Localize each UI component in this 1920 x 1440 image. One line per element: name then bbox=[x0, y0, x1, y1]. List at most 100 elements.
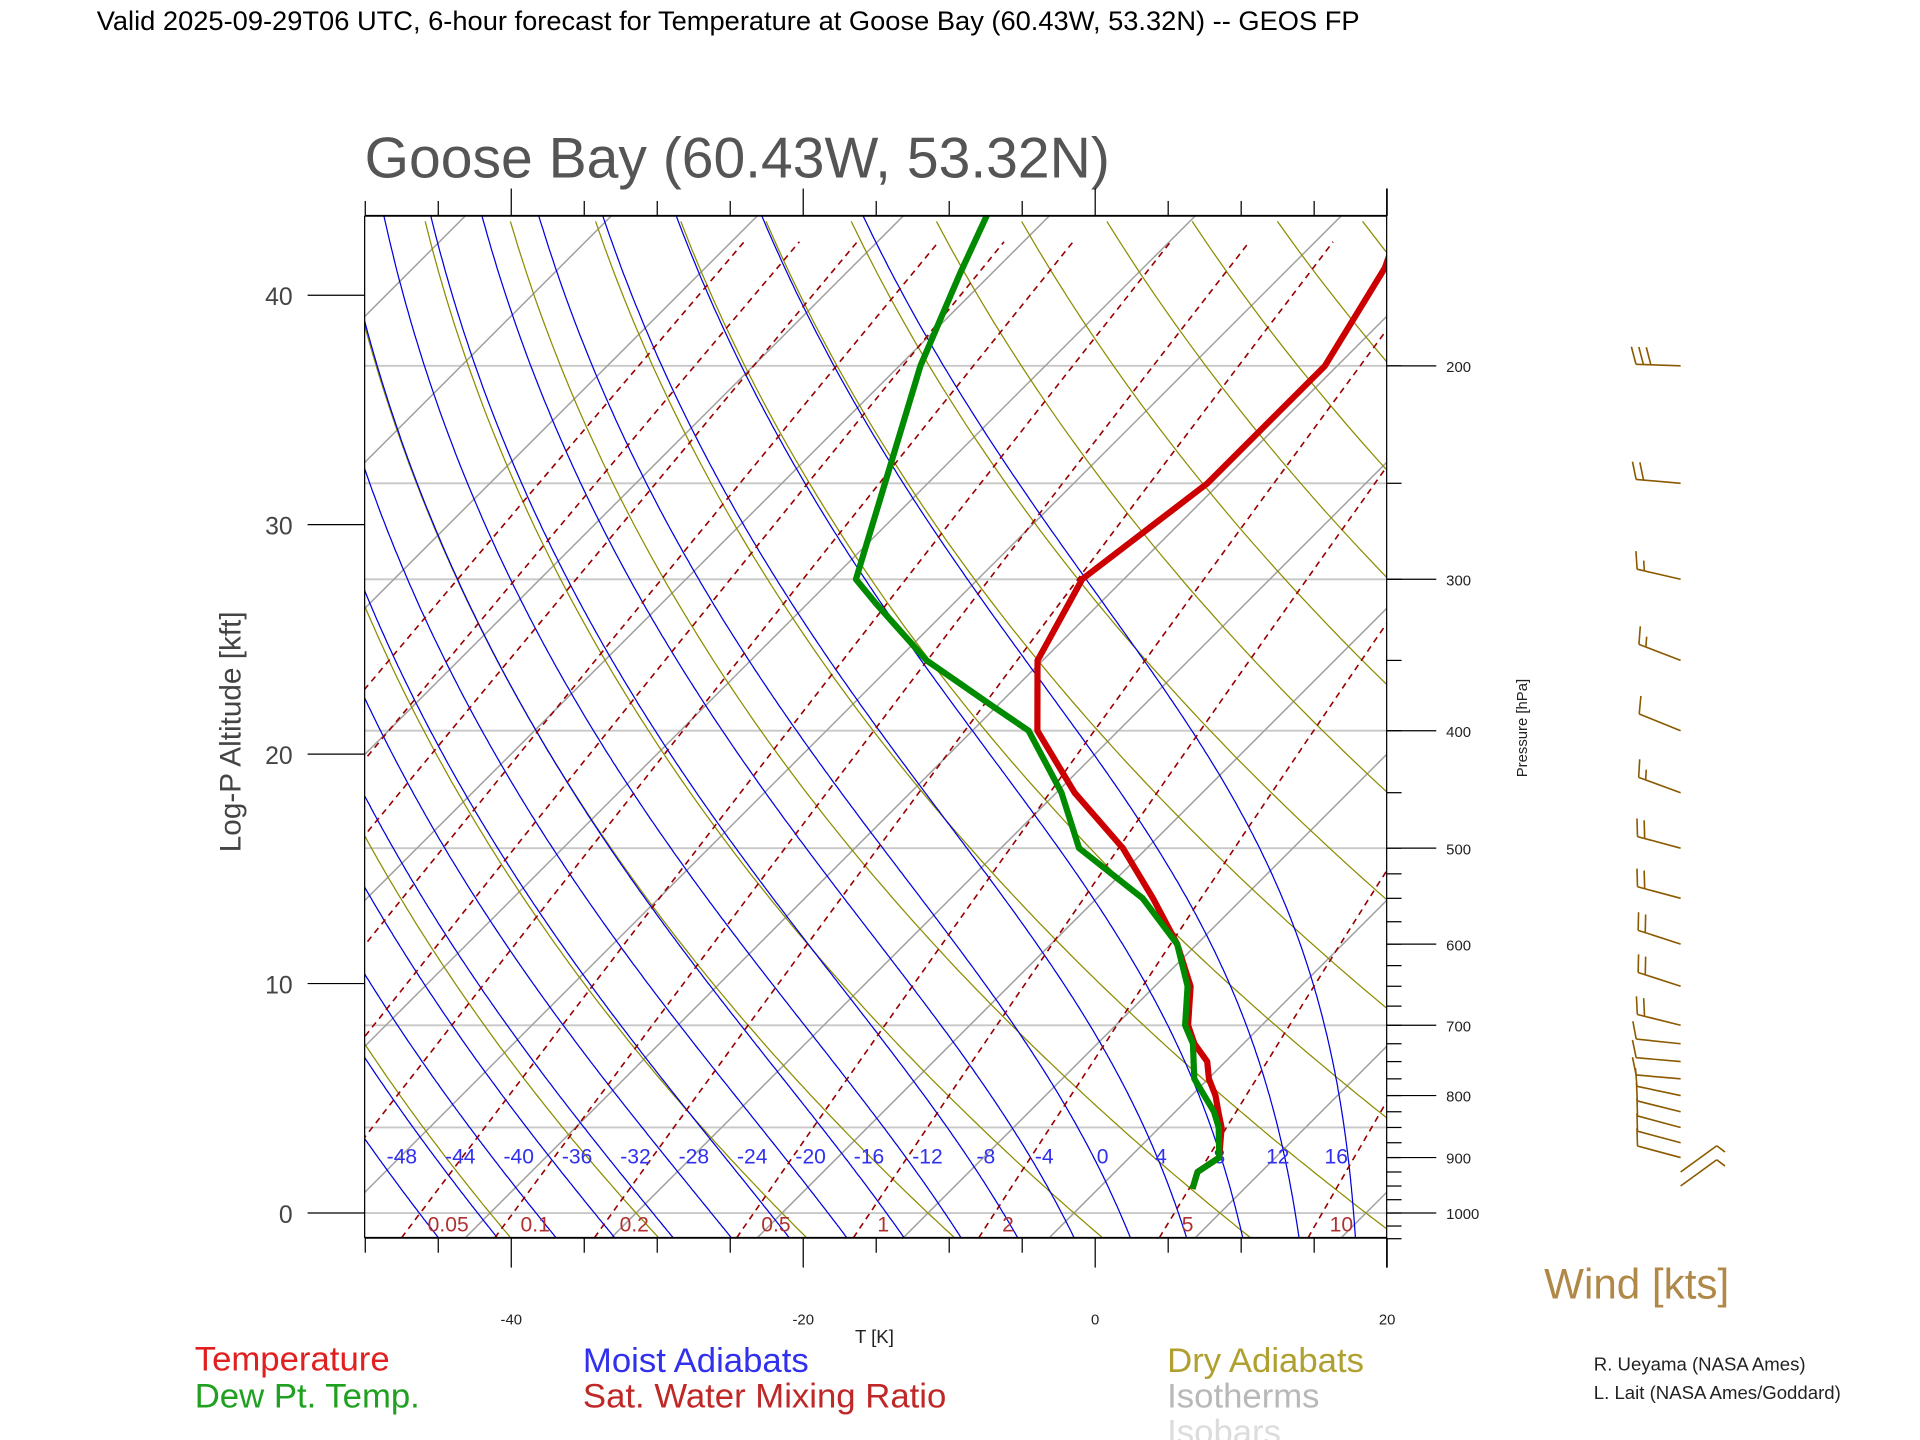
dry-adiabat-line bbox=[1106, 221, 1387, 579]
wind-barb bbox=[1680, 1159, 1726, 1187]
moist-adiabat-line bbox=[364, 318, 905, 1238]
dry-adiabat-line bbox=[364, 834, 660, 1238]
dry-adiabat-line bbox=[680, 221, 1387, 1119]
wind-barb bbox=[1638, 695, 1681, 732]
moist-adiabat-label: -32 bbox=[620, 1145, 650, 1168]
mixing-ratio-label: 5 bbox=[1182, 1214, 1194, 1237]
mixing-ratio-label: 0.05 bbox=[428, 1214, 469, 1237]
dry-adiabat-line bbox=[1789, 221, 1920, 1237]
background-lines bbox=[0, 215, 1920, 1238]
wind-barb-staff bbox=[1680, 1145, 1718, 1173]
moist-adiabat-line bbox=[761, 215, 1300, 1238]
wind-barb bbox=[1634, 1068, 1681, 1097]
pressure-tick-label: 900 bbox=[1446, 1152, 1471, 1168]
moist-adiabat-label: 4 bbox=[1155, 1145, 1167, 1168]
dry-adiabat-line bbox=[364, 1042, 512, 1238]
dry-adiabat-line bbox=[1533, 221, 1920, 1237]
credit-line-1: R. Ueyama (NASA Ames) bbox=[1594, 1354, 1806, 1375]
wind-barb-staff bbox=[1637, 1130, 1681, 1144]
moist-adiabat-label: -4 bbox=[1035, 1145, 1054, 1168]
legend-temperature: Temperature bbox=[195, 1341, 390, 1379]
pressure-tick-label: 300 bbox=[1446, 573, 1471, 589]
moist-adiabat-line bbox=[364, 1056, 498, 1238]
moist-adiabat-line bbox=[364, 696, 732, 1238]
isotherm-line bbox=[364, 215, 612, 464]
moist-adiabat-label: 0 bbox=[1097, 1145, 1109, 1168]
x-tick-label: 20 bbox=[1379, 1313, 1396, 1329]
isotherm-line bbox=[464, 315, 1387, 1238]
isotherm-line bbox=[364, 215, 758, 610]
wind-barb-full bbox=[1643, 820, 1646, 839]
wind-barb bbox=[1636, 818, 1681, 849]
isotherm-line bbox=[0, 216, 173, 1238]
wind-barb-staff bbox=[1637, 1115, 1681, 1129]
altitude-tick-label: 30 bbox=[265, 514, 293, 541]
pressure-tick-label: 700 bbox=[1446, 1019, 1471, 1035]
wind-barb-staff bbox=[1636, 1074, 1681, 1080]
wind-barb-staff bbox=[1637, 1100, 1681, 1113]
wind-barb bbox=[1635, 551, 1681, 581]
wind-barb-full bbox=[1637, 759, 1641, 778]
mixing-ratio-line bbox=[852, 465, 1387, 1238]
moist-adiabat-line bbox=[675, 215, 1244, 1238]
wind-axis-label: Wind [kts] bbox=[1544, 1261, 1729, 1308]
moist-adiabat-label: -48 bbox=[387, 1145, 417, 1168]
wind-barb-staff bbox=[1636, 1085, 1681, 1097]
moist-adiabat-label: -20 bbox=[795, 1145, 825, 1168]
mixing-ratio-label: 0.5 bbox=[761, 1214, 790, 1237]
isotherm-line bbox=[364, 215, 1196, 1048]
wind-barb bbox=[1631, 461, 1681, 485]
wind-barb bbox=[1680, 1145, 1726, 1173]
moist-adiabat-label: -44 bbox=[445, 1145, 476, 1168]
mixing-ratio-line bbox=[1158, 869, 1387, 1238]
wind-barb bbox=[1637, 954, 1681, 988]
legend-isobars: Isobars bbox=[1167, 1414, 1281, 1440]
wind-barb-full bbox=[1636, 818, 1639, 837]
wind-barbs bbox=[1630, 346, 1726, 1187]
wind-barb-full bbox=[1636, 1127, 1639, 1147]
moist-adiabat-label: -16 bbox=[854, 1145, 884, 1168]
legend-moist-adiabats: Moist Adiabats bbox=[583, 1342, 809, 1380]
moist-adiabat-label: 16 bbox=[1324, 1145, 1347, 1168]
isotherm-line bbox=[902, 753, 1387, 1238]
wind-barb-full bbox=[1636, 1097, 1639, 1116]
moist-adiabat-line bbox=[364, 1137, 439, 1238]
isotherm-line bbox=[0, 216, 319, 1238]
wind-barb-half bbox=[1645, 636, 1648, 648]
mixing-ratio-line bbox=[364, 241, 1074, 1139]
mixing-ratio-label: 1 bbox=[877, 1214, 889, 1237]
mixing-ratio-label: 0.2 bbox=[620, 1214, 649, 1237]
wind-barb-half bbox=[1642, 560, 1646, 571]
wind-barb-full bbox=[1645, 347, 1652, 366]
legend-dry-adiabats: Dry Adiabats bbox=[1167, 1342, 1364, 1380]
pressure-axis-label: Pressure [hPa] bbox=[1515, 679, 1531, 777]
mixing-ratio-label: 0.1 bbox=[521, 1214, 550, 1237]
isotherm-line bbox=[610, 461, 1387, 1238]
moist-adiabat-line bbox=[383, 215, 962, 1238]
x-tick-label: -20 bbox=[792, 1313, 813, 1329]
wind-barb-half bbox=[1644, 769, 1648, 781]
moist-adiabat-label: -8 bbox=[976, 1145, 995, 1168]
x-tick-label: 0 bbox=[1091, 1313, 1099, 1329]
dry-adiabat-line bbox=[765, 221, 1387, 1010]
wind-barb-full bbox=[1636, 868, 1639, 887]
wind-barb bbox=[1632, 1021, 1681, 1045]
mixing-ratio-line bbox=[364, 241, 745, 691]
wind-barb bbox=[1637, 912, 1681, 945]
wind-barb-full bbox=[1639, 462, 1645, 481]
moist-adiabat-line bbox=[538, 215, 1131, 1238]
isotherm-line bbox=[364, 215, 1050, 902]
moist-adiabat-label: -12 bbox=[912, 1145, 942, 1168]
isotherm-line bbox=[0, 216, 27, 1238]
mixing-ratio-line bbox=[364, 241, 1005, 1039]
moist-adiabat-line bbox=[602, 215, 1188, 1238]
legend-dewpoint: Dew Pt. Temp. bbox=[195, 1378, 420, 1416]
pressure-tick-label: 600 bbox=[1446, 938, 1471, 954]
mixing-ratio-line bbox=[364, 241, 940, 947]
isotherm-line bbox=[364, 215, 904, 756]
moist-adiabat-line bbox=[364, 794, 674, 1238]
mixing-ratio-line bbox=[400, 241, 1172, 1238]
axes: -40 -20 0 200102030401000900800700600500400… bbox=[265, 188, 1479, 1329]
profiles bbox=[852, 215, 1387, 1190]
pressure-tick-label: 500 bbox=[1446, 842, 1471, 858]
